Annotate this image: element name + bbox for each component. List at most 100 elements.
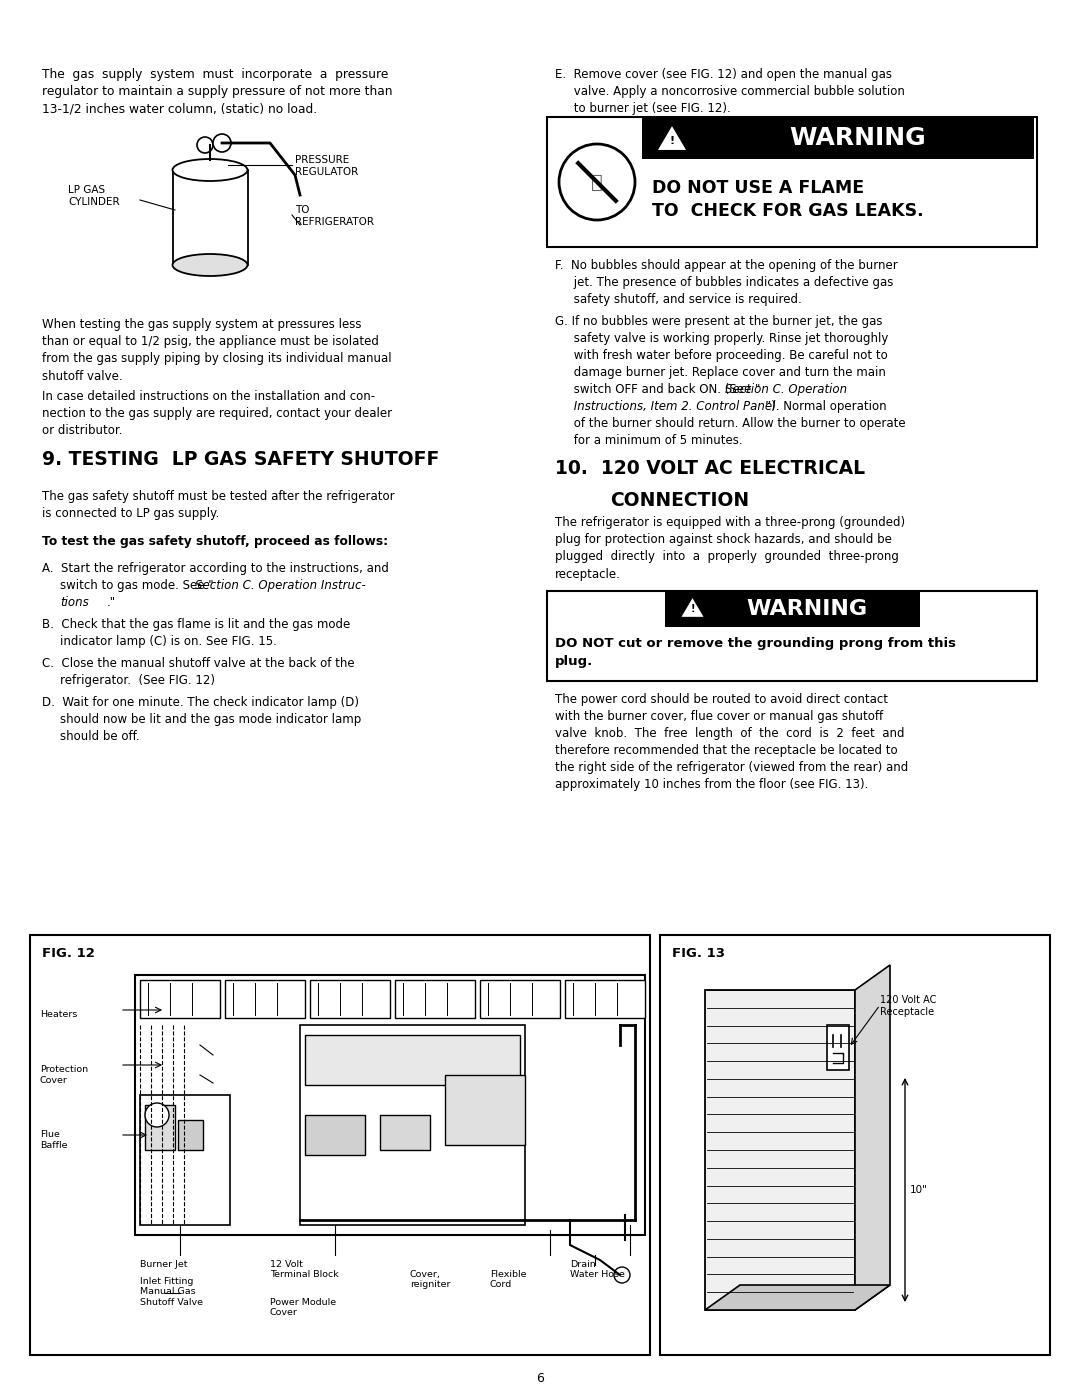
Text: 🔥: 🔥 [591,172,603,191]
Bar [705,990,855,1310]
Text: DO NOT cut or remove the grounding prong from this: DO NOT cut or remove the grounding prong… [555,637,956,650]
Text: therefore recommended that the receptacle be located to: therefore recommended that the receptacl… [555,745,897,757]
Bar [135,975,645,1235]
Text: TO
REFRIGERATOR: TO REFRIGERATOR [295,205,374,228]
Text: 12 Volt
Terminal Block: 12 Volt Terminal Block [270,1260,339,1280]
Polygon shape [705,1285,890,1310]
Text: Burner Jet: Burner Jet [140,1260,188,1268]
Text: the right side of the refrigerator (viewed from the rear) and: the right side of the refrigerator (view… [555,761,908,774]
Bar [140,1095,230,1225]
Bar [310,981,390,1018]
Text: The refrigerator is equipped with a three-prong (grounded)
plug for protection a: The refrigerator is equipped with a thre… [555,515,905,581]
Text: Cover,
reigniter: Cover, reigniter [410,1270,450,1289]
Text: FIG. 13: FIG. 13 [672,947,725,960]
Bar [480,981,561,1018]
Text: approximately 10 inches from the floor (see FIG. 13).: approximately 10 inches from the floor (… [555,778,868,791]
Text: CONNECTION: CONNECTION [610,490,750,510]
Polygon shape [657,124,687,151]
Text: Section C. Operation Instruc-: Section C. Operation Instruc- [195,578,366,592]
Text: PRESSURE
REGULATOR: PRESSURE REGULATOR [295,155,359,177]
Text: of the burner should return. Allow the burner to operate: of the burner should return. Allow the b… [555,416,906,430]
Text: E.  Remove cover (see FIG. 12) and open the manual gas: E. Remove cover (see FIG. 12) and open t… [555,68,892,81]
Text: 10.  120 VOLT AC ELECTRICAL: 10. 120 VOLT AC ELECTRICAL [555,460,865,478]
Text: Inlet Fitting
Manual Gas
Shutoff Valve: Inlet Fitting Manual Gas Shutoff Valve [140,1277,203,1306]
Bar [546,117,1037,247]
Text: Section C. Operation: Section C. Operation [725,383,847,395]
Text: .": ." [107,597,117,609]
Bar [395,981,475,1018]
Text: Heaters: Heaters [40,1010,78,1018]
Text: In case detailed instructions on the installation and con-
nection to the gas su: In case detailed instructions on the ins… [42,390,392,437]
Text: DO NOT USE A FLAME: DO NOT USE A FLAME [652,179,864,197]
Text: Power Module
Cover: Power Module Cover [270,1298,336,1317]
Text: When testing the gas supply system at pressures less
than or equal to 1/2 psig, : When testing the gas supply system at pr… [42,319,392,383]
Text: plug.: plug. [555,655,593,668]
Text: valve. Apply a noncorrosive commercial bubble solution: valve. Apply a noncorrosive commercial b… [555,85,905,98]
Text: TO  CHECK FOR GAS LEAKS.: TO CHECK FOR GAS LEAKS. [652,203,923,219]
Text: Protection
Cover: Protection Cover [40,1065,89,1084]
Text: The  gas  supply  system  must  incorporate  a  pressure
regulator to maintain a: The gas supply system must incorporate a… [42,68,392,116]
Bar [565,981,645,1018]
Text: with the burner cover, flue cover or manual gas shutoff: with the burner cover, flue cover or man… [555,710,883,724]
Circle shape [197,137,213,154]
Bar [546,591,1037,680]
Text: To test the gas safety shutoff, proceed as follows:: To test the gas safety shutoff, proceed … [42,535,388,548]
Text: valve  knob.  The  free  length  of  the  cord  is  2  feet  and: valve knob. The free length of the cord … [555,726,905,740]
Text: Flue
Baffle: Flue Baffle [40,1130,67,1150]
Circle shape [145,1104,168,1127]
Bar [145,1105,175,1150]
Bar [305,1035,519,1085]
Text: should be off.: should be off. [60,731,139,743]
Text: FIG. 12: FIG. 12 [42,947,95,960]
Bar [660,935,1050,1355]
Text: 120 Volt AC
Receptacle: 120 Volt AC Receptacle [880,995,936,1017]
Polygon shape [680,597,704,617]
Text: ”). Normal operation: ”). Normal operation [765,400,887,414]
Text: 9. TESTING  LP GAS SAFETY SHUTOFF: 9. TESTING LP GAS SAFETY SHUTOFF [42,450,440,469]
Text: The gas safety shutoff must be tested after the refrigerator
is connected to LP : The gas safety shutoff must be tested af… [42,490,394,520]
Text: switch to gas mode. See ": switch to gas mode. See " [60,578,214,592]
Text: C.  Close the manual shutoff valve at the back of the: C. Close the manual shutoff valve at the… [42,657,354,671]
Polygon shape [855,965,890,1310]
Bar [140,981,220,1018]
Text: G. If no bubbles were present at the burner jet, the gas: G. If no bubbles were present at the bur… [555,314,882,328]
Circle shape [213,134,231,152]
Text: Flexible
Cord: Flexible Cord [490,1270,527,1289]
Text: 6: 6 [536,1372,544,1384]
Text: damage burner jet. Replace cover and turn the main: damage burner jet. Replace cover and tur… [555,366,886,379]
Text: WARNING: WARNING [789,126,927,149]
Text: D.  Wait for one minute. The check indicator lamp (D): D. Wait for one minute. The check indica… [42,696,359,710]
Bar [225,981,305,1018]
Bar [380,1115,430,1150]
Text: !: ! [670,137,675,147]
Circle shape [559,144,635,219]
Text: tions: tions [60,597,89,609]
Bar [305,1115,365,1155]
Text: Instructions, Item 2. Control Panel: Instructions, Item 2. Control Panel [555,400,775,414]
Text: jet. The presence of bubbles indicates a defective gas: jet. The presence of bubbles indicates a… [555,277,893,289]
Text: with fresh water before proceeding. Be careful not to: with fresh water before proceeding. Be c… [555,349,888,362]
Bar [178,1120,203,1150]
Text: indicator lamp (C) is on. See FIG. 15.: indicator lamp (C) is on. See FIG. 15. [60,636,276,648]
Text: for a minimum of 5 minutes.: for a minimum of 5 minutes. [555,434,743,447]
Circle shape [615,1267,630,1282]
Bar [642,117,1034,159]
Text: safety valve is working properly. Rinse jet thoroughly: safety valve is working properly. Rinse … [555,332,889,345]
Text: LP GAS
CYLINDER: LP GAS CYLINDER [68,184,120,207]
Bar [664,591,919,627]
Text: !: ! [690,604,694,615]
Text: WARNING: WARNING [746,599,867,619]
Ellipse shape [173,254,247,277]
Text: The power cord should be routed to avoid direct contact: The power cord should be routed to avoid… [555,693,888,705]
Text: switch OFF and back ON. (See ": switch OFF and back ON. (See " [555,383,760,395]
Text: A.  Start the refrigerator according to the instructions, and: A. Start the refrigerator according to t… [42,562,389,576]
Text: should now be lit and the gas mode indicator lamp: should now be lit and the gas mode indic… [60,712,361,726]
Bar [445,1076,525,1146]
Text: safety shutoff, and service is required.: safety shutoff, and service is required. [555,293,801,306]
Text: 10": 10" [910,1185,928,1194]
Bar [827,1025,849,1070]
Bar [30,935,650,1355]
Polygon shape [173,170,247,265]
Text: Drain
Water Hose: Drain Water Hose [570,1260,625,1280]
Ellipse shape [173,159,247,182]
